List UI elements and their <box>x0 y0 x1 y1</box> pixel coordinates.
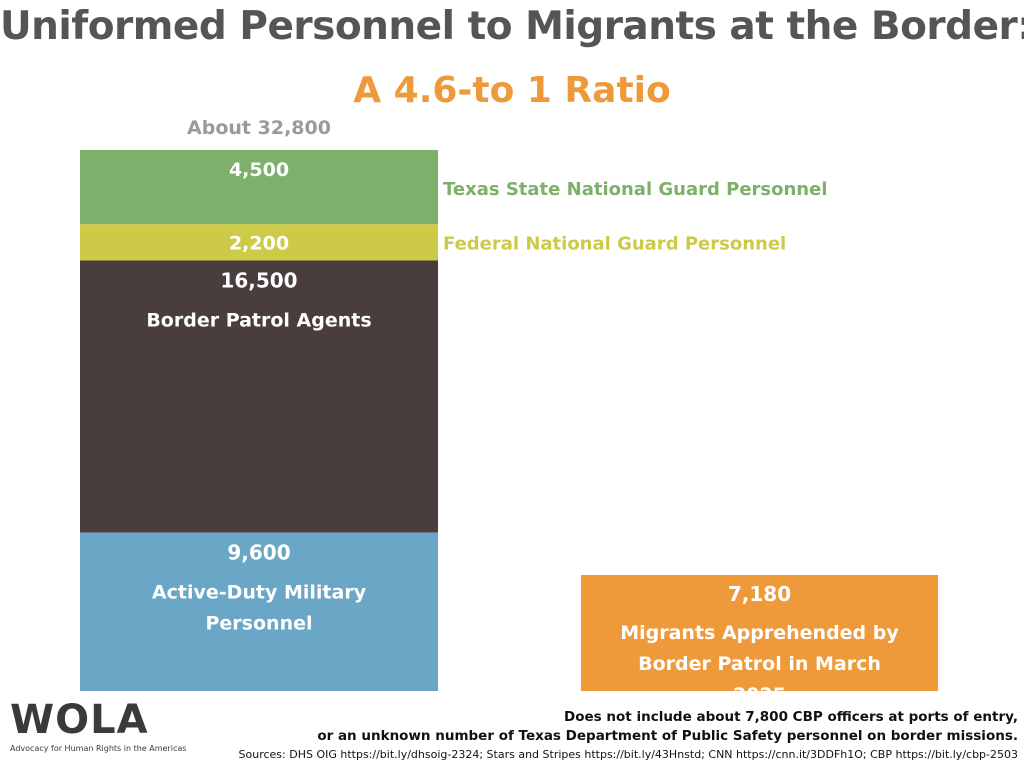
logo-tagline: Advocacy for Human Rights in the America… <box>10 744 187 753</box>
bar-segment-texas-state-national-guard-personnel <box>80 150 438 225</box>
category-label-border-patrol-agents: Border Patrol Agents <box>146 310 371 332</box>
value-label-texas-state-national-guard-personnel: 4,500 <box>229 159 289 181</box>
sources-line: Sources: DHS OIG https://bit.ly/dhsoig-2… <box>238 748 1018 761</box>
logo-wordmark: WOLA <box>10 697 149 743</box>
bar-segment-active-duty-military-personnel <box>80 532 438 691</box>
series-label-federal-national-guard-personnel: Federal National Guard Personnel <box>443 233 786 254</box>
stack-total-label: About 32,800 <box>187 117 331 139</box>
value-label-federal-national-guard-personnel: 2,200 <box>229 232 289 254</box>
comparison-bar <box>581 575 938 691</box>
comparison-category-label: Border Patrol in March <box>638 653 881 675</box>
chart-title: Uniformed Personnel to Migrants at the B… <box>0 4 1024 49</box>
bar-segment-federal-national-guard-personnel <box>80 224 438 261</box>
bar-segment-border-patrol-agents <box>80 260 438 533</box>
footnote-line-2: or an unknown number of Texas Department… <box>317 728 1018 744</box>
category-label-active-duty-military-personnel: Personnel <box>206 613 313 635</box>
footnote: Does not include about 7,800 CBP officer… <box>317 708 1018 746</box>
comparison-category-label: 2025 <box>733 684 786 700</box>
comparison-value-label: 7,180 <box>728 582 791 606</box>
wola-logo: WOLA Advocacy for Human Rights in the Am… <box>10 697 187 760</box>
chart-subtitle: A 4.6-to 1 Ratio <box>353 70 671 111</box>
series-label-texas-state-national-guard-personnel: Texas State National Guard Personnel <box>443 179 828 200</box>
value-label-active-duty-military-personnel: 9,600 <box>227 541 290 565</box>
comparison-category-label: Migrants Apprehended by <box>620 622 899 644</box>
stacked-bar-chart: 4,500 Texas State National Guard Personne… <box>80 150 938 700</box>
category-label-active-duty-military-personnel: Active-Duty Military <box>152 582 367 604</box>
value-label-border-patrol-agents: 16,500 <box>220 269 297 293</box>
footnote-line-1: Does not include about 7,800 CBP officer… <box>564 709 1018 725</box>
